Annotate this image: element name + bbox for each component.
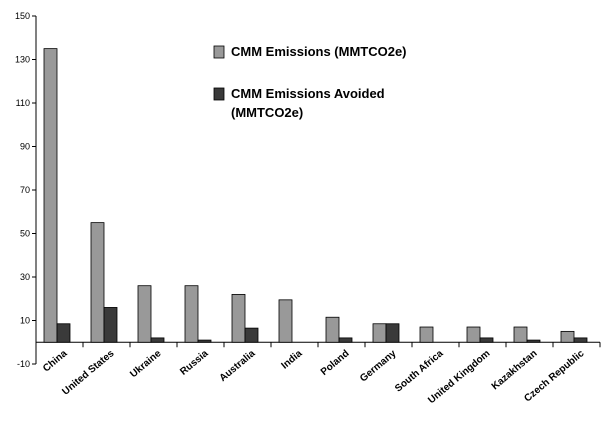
- bar-avoided-united-states: [103, 307, 118, 343]
- bar-emissions-south-africa: [419, 326, 434, 343]
- bar-emissions-australia: [231, 293, 246, 343]
- bar-emissions-united-kingdom: [466, 326, 481, 343]
- bar-avoided-ukraine: [150, 337, 165, 343]
- x-category-label: Poland: [319, 348, 352, 378]
- bar-avoided-kazakhstan: [526, 339, 541, 343]
- y-tick-label: 90: [20, 142, 30, 152]
- y-tick-label: 10: [20, 316, 30, 326]
- bar-avoided-czech-republic: [573, 337, 588, 343]
- bar-emissions-czech-republic: [560, 330, 575, 343]
- bars: [43, 48, 588, 343]
- bar-avoided-russia: [197, 339, 212, 343]
- x-category-label: Ukraine: [128, 348, 164, 380]
- bar-emissions-kazakhstan: [513, 326, 528, 343]
- bar-avoided-australia: [244, 327, 259, 343]
- bar-avoided-poland: [338, 337, 353, 343]
- y-tick-label: -10: [17, 359, 30, 369]
- x-category-label: China: [41, 348, 70, 375]
- x-category-label: Australia: [218, 348, 258, 384]
- bar-emissions-united-states: [90, 222, 105, 343]
- legend-swatch: [213, 45, 225, 59]
- bar-emissions-ukraine: [137, 285, 152, 343]
- bar-emissions-poland: [325, 316, 340, 343]
- y-tick-label: 130: [15, 55, 30, 65]
- bar-avoided-china: [56, 323, 71, 343]
- bar-avoided-united-kingdom: [479, 337, 494, 343]
- bar-avoided-germany: [385, 323, 400, 343]
- legend-label: (MMTCO2e): [231, 105, 303, 120]
- y-tick-label: 30: [20, 272, 30, 282]
- x-category-label: India: [279, 348, 304, 372]
- x-category-label: Germany: [358, 348, 399, 385]
- legend-label: CMM Emissions (MMTCO2e): [231, 44, 407, 59]
- bar-emissions-india: [278, 299, 293, 343]
- legend-label: CMM Emissions Avoided: [231, 86, 385, 101]
- legend: CMM Emissions (MMTCO2e) CMM Emissions Avo…: [202, 26, 484, 152]
- y-tick-label: 70: [20, 185, 30, 195]
- y-tick-label: 110: [16, 98, 30, 108]
- bar-emissions-germany: [372, 323, 387, 343]
- bar-emissions-russia: [184, 285, 199, 343]
- axes: -10 10 30 50 70 90 110 130 150: [15, 11, 601, 369]
- x-category-label: United States: [60, 348, 116, 398]
- legend-box: [202, 26, 484, 152]
- bar-emissions-china: [43, 48, 58, 343]
- y-tick-label: 150: [15, 11, 30, 21]
- y-tick-label: 50: [20, 229, 30, 239]
- x-category-label: Kazakhstan: [490, 348, 540, 392]
- legend-swatch: [213, 87, 225, 101]
- x-category-label: Russia: [178, 348, 211, 378]
